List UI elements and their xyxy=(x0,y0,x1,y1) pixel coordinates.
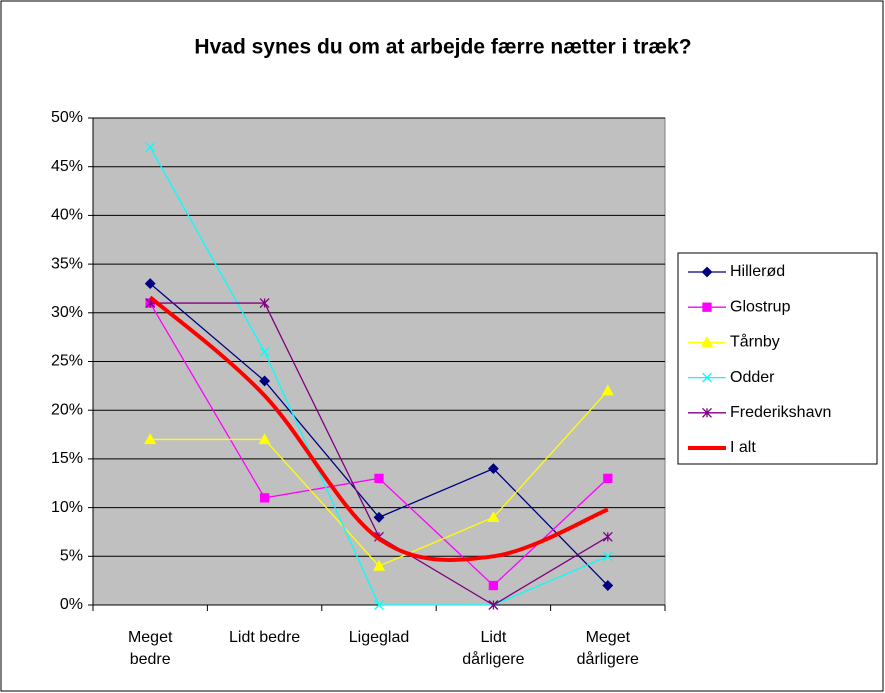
x-tick-label: Meget bedre xyxy=(127,629,173,668)
marker xyxy=(259,298,270,309)
y-tick-label: 50% xyxy=(51,109,83,126)
series-line xyxy=(148,295,609,562)
marker xyxy=(373,511,385,523)
marker xyxy=(145,142,156,153)
legend-label: Hillerød xyxy=(730,263,785,280)
chart-title: Hvad synes du om at arbejde færre nætter… xyxy=(194,36,691,59)
marker xyxy=(144,278,156,289)
marker xyxy=(602,580,614,591)
y-tick-label: 30% xyxy=(51,304,83,321)
legend-label: Frederikshavn xyxy=(730,404,831,421)
marker xyxy=(259,346,270,357)
marker xyxy=(487,511,500,522)
marker xyxy=(372,559,386,571)
marker xyxy=(702,407,712,418)
marker xyxy=(702,372,712,383)
x-tick-label: Lidt bedre xyxy=(229,629,301,646)
legend-label: I alt xyxy=(730,439,756,456)
legend-label: Odder xyxy=(730,369,775,386)
marker xyxy=(702,302,712,312)
marker xyxy=(601,384,614,396)
x-tick-label: Ligeglad xyxy=(348,629,410,646)
y-tick-label: 10% xyxy=(51,499,83,516)
legend-label: Glostrup xyxy=(730,298,791,315)
marker xyxy=(700,336,714,348)
marker xyxy=(144,433,157,445)
x-tick-label: Lidt dårligere xyxy=(462,629,525,668)
marker xyxy=(488,600,499,610)
marker xyxy=(701,266,713,278)
legend-box xyxy=(677,252,878,465)
marker xyxy=(602,551,613,562)
x-tick-label: Meget dårligere xyxy=(576,629,639,668)
legend-label: Tårnby xyxy=(730,333,780,351)
marker xyxy=(487,463,499,475)
marker xyxy=(603,473,613,484)
marker xyxy=(374,600,384,610)
marker xyxy=(259,375,271,387)
y-tick-label: 35% xyxy=(51,255,83,272)
marker xyxy=(259,493,270,503)
y-tick-label: 20% xyxy=(51,401,83,418)
marker xyxy=(602,531,613,542)
marker xyxy=(258,433,271,445)
y-tick-label: 15% xyxy=(51,450,83,467)
y-tick-label: 45% xyxy=(51,158,83,175)
y-tick-label: 25% xyxy=(51,353,83,370)
y-tick-label: 40% xyxy=(51,207,83,224)
y-tick-label: 5% xyxy=(60,548,83,565)
y-tick-label: 0% xyxy=(60,596,83,613)
marker xyxy=(488,580,499,591)
marker xyxy=(374,473,384,484)
